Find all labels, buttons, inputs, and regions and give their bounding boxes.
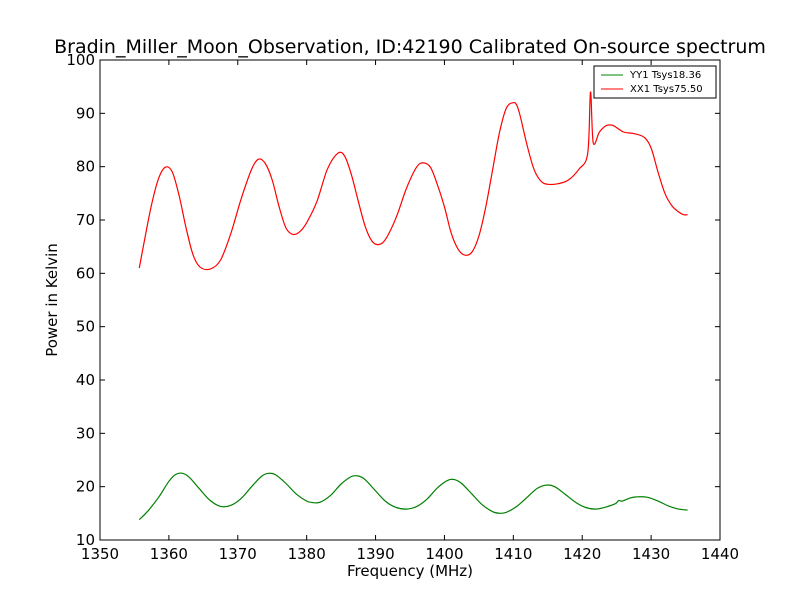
y-tick-label: 40 bbox=[76, 371, 95, 389]
x-tick-label: 1400 bbox=[425, 545, 463, 563]
legend-box bbox=[593, 65, 717, 99]
y-tick-label: 100 bbox=[66, 51, 95, 69]
x-tick-label: 1380 bbox=[288, 545, 326, 563]
plot-area bbox=[99, 59, 721, 541]
series-line-yy1 bbox=[138, 472, 688, 521]
x-tick-label: 1420 bbox=[563, 545, 601, 563]
plot-frame bbox=[99, 59, 721, 541]
y-tick-label: 30 bbox=[76, 424, 95, 442]
y-tick-label: 70 bbox=[76, 211, 95, 229]
chart-title: Bradin_Miller_Moon_Observation, ID:42190… bbox=[54, 36, 766, 58]
y-tick-label: 20 bbox=[76, 478, 95, 496]
series-layer bbox=[138, 91, 688, 521]
x-tick-label: 1430 bbox=[632, 545, 670, 563]
x-axis-label: Frequency (MHz) bbox=[347, 562, 473, 580]
legend-label-yy1: YY1 Tsys18.36 bbox=[629, 70, 701, 81]
y-tick-label: 90 bbox=[76, 104, 95, 122]
x-tick-label: 1440 bbox=[701, 545, 739, 563]
x-tick-label: 1390 bbox=[356, 545, 394, 563]
ticks-layer: 1350 1360 1370 1380 1390 1400 1410 1420 1430 1440… bbox=[66, 51, 739, 563]
legend-label-xx1: XX1 Tsys75.50 bbox=[630, 84, 703, 95]
x-tick-label: 1350 bbox=[81, 545, 119, 563]
y-axis-label: Power in Kelvin bbox=[43, 243, 61, 357]
x-tick-label: 1410 bbox=[494, 545, 532, 563]
x-tick-label: 1360 bbox=[150, 545, 188, 563]
legend: YY1 Tsys18.36 XX1 Tsys75.50 bbox=[593, 65, 717, 99]
x-tick-label: 1370 bbox=[219, 545, 257, 563]
y-tick-label: 10 bbox=[76, 531, 95, 549]
y-tick-label: 60 bbox=[76, 264, 95, 282]
y-tick-label: 50 bbox=[76, 318, 95, 336]
series-line-xx1 bbox=[138, 91, 688, 271]
y-tick-label: 80 bbox=[76, 158, 95, 176]
